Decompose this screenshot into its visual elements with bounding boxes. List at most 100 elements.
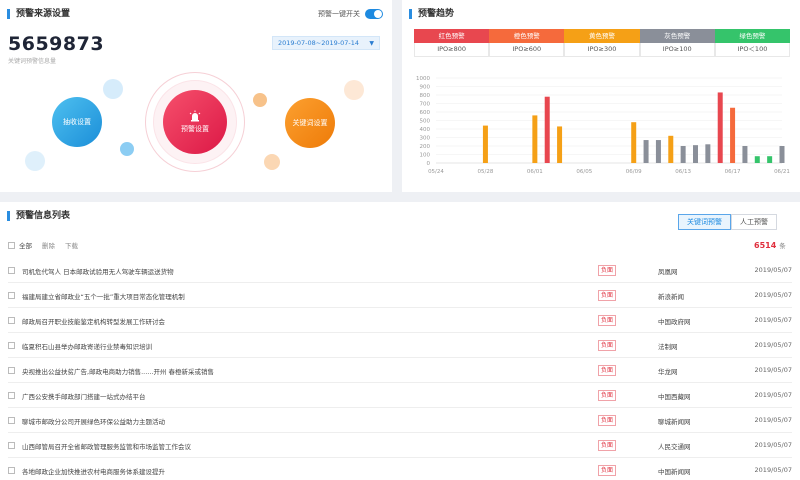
legend-item: 红色预警 IPO≥800 [414,29,490,57]
alert-volume-number: 5659873 [8,33,105,55]
row-date: 2019/05/07 [754,441,792,449]
row-source: 中国西藏网 [658,393,691,401]
y-tick-label: 800 [420,93,431,99]
source-settings-panel: 预警来源设置 预警一键开关 5659873 关键词预警信息量 2019-07-0… [0,0,392,192]
table-row[interactable]: 福建局建立省邮政业“五个一批”重大项目常态化管理机制 负面 新浪新闻 2019/05/… [8,283,792,308]
row-title[interactable]: 山西邮管局召开全省邮政管理服务监管和市场监管工作会议 [22,443,191,451]
x-tick-label: 06/13 [675,169,691,175]
legend-threshold: IPO＜100 [714,43,791,57]
row-checkbox[interactable] [8,417,15,424]
row-checkbox[interactable] [8,317,15,324]
row-title[interactable]: 各地邮政企业加快推进农村电商服务体系建设提升 [22,468,165,476]
row-checkbox[interactable] [8,442,15,449]
x-tick-label: 06/21 [774,169,790,175]
tab-manual-alert[interactable]: 人工预警 [731,214,777,230]
row-checkbox[interactable] [8,267,15,274]
row-title[interactable]: 临夏积石山县举办邮政寄递行业禁毒知识培训 [22,343,152,351]
row-title[interactable]: 聊城市邮政分公司开展绿色环保公益助力主题活动 [22,418,165,426]
y-tick-label: 400 [420,127,431,133]
table-row[interactable]: 临夏积石山县举办邮政寄递行业禁毒知识培训 负面 法制网 2019/05/07 [8,333,792,358]
chart-bar [532,115,538,163]
keyword-settings-label: 关键词设置 [292,119,328,127]
row-title[interactable]: 邮政局召开职业技能鉴定机构转型发展工作研讨会 [22,318,165,326]
sentiment-tag: 负面 [598,440,617,451]
sentiment-tag: 负面 [598,390,617,401]
download-button[interactable]: 下载 [65,242,78,250]
list-tabs: 关键词预警 人工预警 [678,214,777,230]
row-date: 2019/05/07 [754,266,792,274]
row-date: 2019/05/07 [754,316,792,324]
decor-bubble [264,154,280,170]
row-title[interactable]: 司机危代驾人 日本邮政试验用无人驾驶车辆运送货物 [22,268,174,276]
total-count-number: 6514 [754,241,777,250]
row-source: 法制网 [658,343,678,351]
row-date: 2019/05/07 [754,291,792,299]
alert-level-legend: 红色预警 IPO≥800 橙色预警 IPO≥600 黄色预警 IPO≥300 灰色预警 IPO… [414,29,791,57]
row-date: 2019/05/07 [754,416,792,424]
sentiment-tag: 负面 [598,415,617,426]
legend-item: 黄色预警 IPO≥300 [564,29,640,57]
alert-toggle-switch[interactable] [365,9,383,19]
x-tick-label: 06/05 [576,169,592,175]
legend-threshold: IPO≥300 [564,43,640,57]
row-checkbox[interactable] [8,367,15,374]
sentiment-tag: 负面 [598,365,617,376]
y-tick-label: 900 [420,85,431,91]
table-row[interactable]: 司机危代驾人 日本邮政试验用无人驾驶车辆运送货物 负面 凤凰网 2019/05/07 [8,258,792,283]
legend-item: 灰色预警 IPO≥100 [639,29,715,57]
select-all[interactable]: 全部 [8,240,32,250]
alert-list-panel: 预警信息列表 关键词预警 人工预警 全部 删除 下载 6514 条 司机危代驾人 日… [0,202,800,480]
alert-settings-label: 预警设置 [181,125,209,133]
table-row[interactable]: 广西公安携手邮政部门搭建一站式办结平台 负面 中国西藏网 2019/05/07 [8,383,792,408]
chart-bar [668,135,674,163]
chart-bar [717,92,723,163]
alert-volume-label: 关键词预警信息量 [8,58,57,65]
list-panel-title: 预警信息列表 [7,211,70,221]
date-range-picker[interactable]: 2019-07-08~2019-07-14 ▼ [272,36,380,50]
x-tick-label: 06/09 [626,169,642,175]
x-tick-label: 06/17 [725,169,741,175]
y-tick-label: 500 [420,119,431,125]
row-title[interactable]: 福建局建立省邮政业“五个一批”重大项目常态化管理机制 [22,293,185,301]
sentiment-tag: 负面 [598,465,617,476]
chart-bar [544,96,550,163]
receive-settings-node[interactable]: 抽收设置 [52,97,102,147]
select-all-checkbox[interactable] [8,241,15,249]
table-row[interactable]: 山西邮管局召开全省邮政管理服务监管和市场监管工作会议 负面 人民交通网 2019/05… [8,433,792,458]
table-row[interactable]: 各地邮政企业加快推进农村电商服务体系建设提升 负面 中国新闻网 2019/05/07 [8,458,792,480]
alert-trend-chart: 0 100 200 300 400 500 600 700 800 900 1000 05/24 05/… [416,76,790,175]
table-row[interactable]: 聊城市邮政分公司开展绿色环保公益助力主题活动 负面 聊城新闻网 2019/05/07 [8,408,792,433]
table-row[interactable]: 央视推出公益扶贫广告,邮政电商助力销售......开州 春橙新采或销售 负面 华龙网… [8,358,792,383]
row-title[interactable]: 央视推出公益扶贫广告,邮政电商助力销售......开州 春橙新采或销售 [22,368,215,376]
chart-bar [693,145,698,163]
row-date: 2019/05/07 [754,341,792,349]
table-row[interactable]: 邮政局召开职业技能鉴定机构转型发展工作研讨会 负面 中国政府网 2019/05/07 [8,308,792,333]
decor-bubble [103,79,123,99]
row-title[interactable]: 广西公安携手邮政部门搭建一站式办结平台 [22,393,146,401]
row-checkbox[interactable] [8,467,15,474]
legend-level-name: 红色预警 [414,29,490,43]
row-checkbox[interactable] [8,392,15,399]
row-source: 中国政府网 [658,318,691,326]
alert-list: 司机危代驾人 日本邮政试验用无人驾驶车辆运送货物 负面 凤凰网 2019/05/07 福… [8,258,792,480]
sentiment-tag: 负面 [598,265,617,276]
legend-item: 绿色预警 IPO＜100 [714,29,791,57]
source-panel-title: 预警来源设置 [7,9,70,19]
row-date: 2019/05/07 [754,466,792,474]
tab-keyword-alert[interactable]: 关键词预警 [678,214,731,230]
y-tick-label: 100 [420,153,431,159]
row-source: 人民交通网 [658,443,691,451]
decor-bubble [253,93,267,107]
receive-settings-label: 抽收设置 [63,118,91,126]
row-checkbox[interactable] [8,292,15,299]
sentiment-tag: 负面 [598,315,617,326]
chevron-down-icon: ▼ [369,39,374,47]
keyword-settings-node[interactable]: 关键词设置 [285,98,335,148]
alert-settings-node[interactable]: 预警设置 [163,90,227,154]
chart-bar [655,140,661,163]
legend-threshold: IPO≥100 [639,43,715,57]
legend-threshold: IPO≥600 [489,43,565,57]
y-tick-label: 600 [420,110,431,116]
delete-button[interactable]: 删除 [42,242,55,250]
row-checkbox[interactable] [8,342,15,349]
